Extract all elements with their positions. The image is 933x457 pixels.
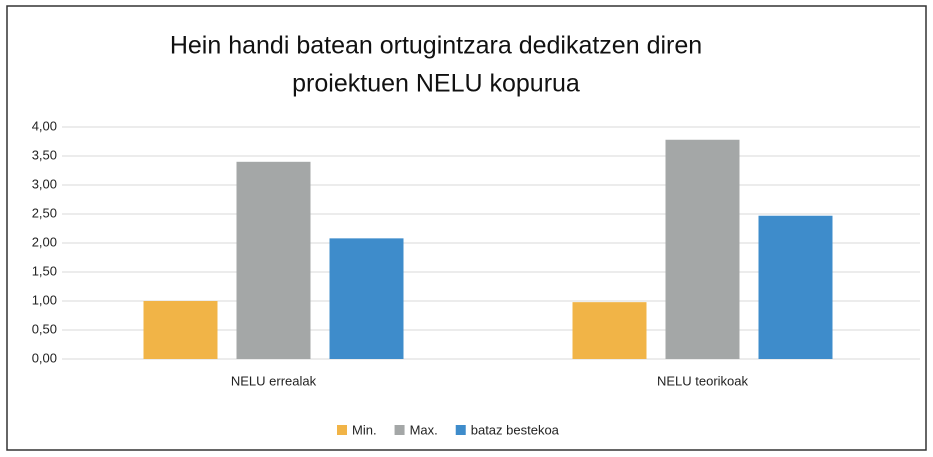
legend-swatch [337,425,347,435]
y-tick-label: 2,00 [32,234,57,249]
chart-title: Hein handi batean ortugintzara dedikatze… [170,32,702,60]
y-tick-label: 0,50 [32,321,57,336]
y-tick-label: 0,00 [32,350,57,365]
bar [665,139,740,359]
x-tick-label: NELU errealak [231,373,317,388]
bar [329,238,404,359]
y-tick-label: 1,00 [32,292,57,307]
bar [143,301,218,359]
x-tick-label: NELU teorikoak [657,373,749,388]
y-tick-label: 1,50 [32,263,57,278]
legend-label: Min. [352,422,377,437]
legend-swatch [455,425,466,435]
y-tick-label: 2,50 [32,205,57,220]
y-tick-label: 3,00 [32,176,57,191]
legend-label: bataz bestekoa [471,422,560,437]
y-tick-label: 4,00 [32,118,57,133]
chart-title: proiektuen NELU kopurua [292,70,580,98]
bar [572,302,647,359]
legend-swatch [394,425,405,435]
y-tick-label: 3,50 [32,147,57,162]
legend-label: Max. [410,422,438,437]
bar [758,215,833,359]
bar [236,161,311,359]
